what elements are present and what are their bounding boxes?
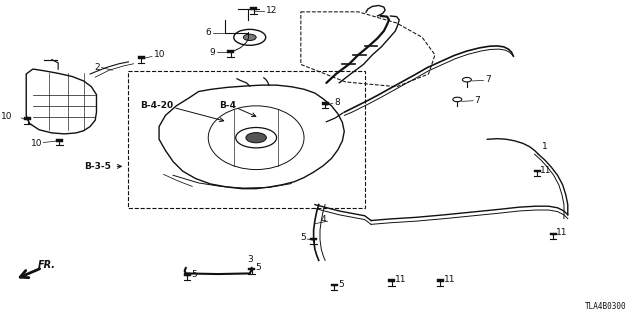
Text: B-4-20: B-4-20: [140, 101, 173, 110]
Text: 10: 10: [1, 112, 12, 121]
Text: 10: 10: [154, 50, 166, 59]
Circle shape: [246, 132, 266, 143]
Circle shape: [463, 77, 471, 82]
Bar: [550, 233, 557, 235]
Text: 8: 8: [334, 98, 340, 107]
Bar: [330, 284, 337, 286]
Text: 1: 1: [542, 142, 548, 151]
Bar: [227, 50, 234, 53]
Text: 5: 5: [300, 233, 306, 242]
Text: 5: 5: [255, 263, 260, 272]
Bar: [138, 56, 145, 59]
Text: 11: 11: [444, 275, 456, 284]
Bar: [248, 268, 255, 270]
Text: TLA4B0300: TLA4B0300: [585, 302, 627, 311]
Bar: [184, 273, 191, 276]
Text: 11: 11: [396, 275, 407, 284]
Text: 5: 5: [191, 269, 196, 279]
Bar: [129, 71, 365, 208]
Text: 12: 12: [266, 6, 277, 15]
Text: 2: 2: [94, 63, 100, 72]
Text: 5: 5: [338, 280, 344, 289]
Text: B-3-5: B-3-5: [84, 162, 111, 171]
Bar: [250, 7, 257, 10]
Bar: [534, 170, 541, 172]
Text: 3: 3: [247, 255, 253, 264]
Text: 11: 11: [556, 228, 568, 237]
Text: 6: 6: [205, 28, 211, 37]
Text: 10: 10: [31, 139, 42, 148]
Bar: [436, 279, 444, 282]
Bar: [388, 279, 395, 282]
Text: 9: 9: [209, 48, 214, 57]
Text: 7: 7: [474, 96, 480, 105]
Bar: [310, 238, 317, 240]
Circle shape: [243, 34, 256, 41]
Text: 11: 11: [540, 166, 552, 175]
Text: B-4: B-4: [219, 101, 236, 110]
Bar: [24, 117, 31, 120]
Circle shape: [453, 97, 462, 102]
Bar: [56, 139, 63, 141]
Text: 4: 4: [321, 215, 326, 224]
Text: FR.: FR.: [38, 260, 56, 269]
Bar: [321, 102, 328, 105]
Text: 7: 7: [484, 75, 490, 84]
